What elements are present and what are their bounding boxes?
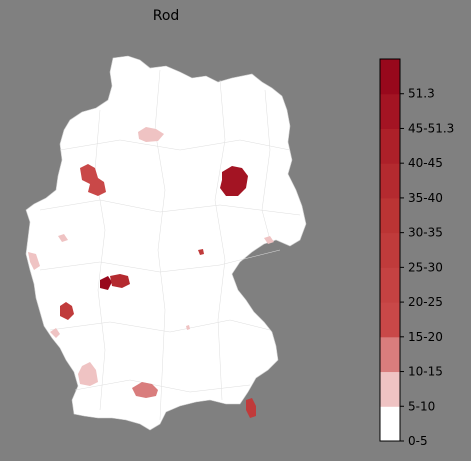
district-dresden-area	[264, 236, 274, 244]
colorbar-bin	[380, 232, 400, 268]
district-bonn-area	[58, 234, 68, 242]
district-aschaffenburg-area	[110, 274, 130, 288]
district-kaiserslautern-area	[60, 302, 74, 320]
colorbar-tick-label: 35-40	[408, 191, 443, 205]
colorbar-tick-label: 15-20	[408, 330, 443, 344]
district-saarland-area	[50, 328, 60, 338]
district-erfurt-area	[198, 249, 204, 255]
colorbar-bin	[380, 59, 400, 95]
district-hannover-area	[138, 127, 164, 142]
colorbar-tick-label: 25-30	[408, 260, 443, 274]
colorbar-tick-label: 30-35	[408, 226, 443, 240]
district-freiburg-area	[78, 362, 98, 386]
colorbar-bin	[380, 406, 400, 442]
district-muenster-area	[80, 164, 106, 196]
colorbar-bin	[380, 93, 400, 129]
colorbar-bin	[380, 302, 400, 338]
colorbar-bin	[380, 163, 400, 199]
district-traunstein-area	[246, 398, 256, 418]
colorbar-bin	[380, 128, 400, 164]
highlighted-districts	[28, 127, 274, 418]
district-aachen-area	[28, 252, 40, 270]
colorbar-bin	[380, 371, 400, 407]
colorbar-bin	[380, 267, 400, 303]
colorbar-bin	[380, 197, 400, 234]
district-borders	[39, 69, 301, 421]
germany-outline	[25, 55, 307, 431]
colorbar-tick-label: 10-15	[408, 365, 443, 379]
colorbar-tick-label: 5-10	[408, 399, 435, 413]
colorbar-tick-label: 40-45	[408, 156, 443, 170]
colorbar-tick-label: 45-51.3	[408, 121, 454, 135]
district-ulm-area	[132, 382, 158, 398]
colorbar-bin	[380, 336, 400, 373]
map-title: Rod	[152, 8, 180, 24]
district-nuernberg-area	[186, 325, 190, 330]
colorbar-frame	[379, 58, 401, 442]
district-berlin-east-area	[220, 166, 248, 196]
colorbar-tick-label: 51.3	[408, 87, 435, 101]
district-frankfurt-area	[100, 276, 112, 290]
colorbar-tick-label: 0-5	[408, 434, 428, 448]
colorbar-tick-label: 20-25	[408, 295, 443, 309]
